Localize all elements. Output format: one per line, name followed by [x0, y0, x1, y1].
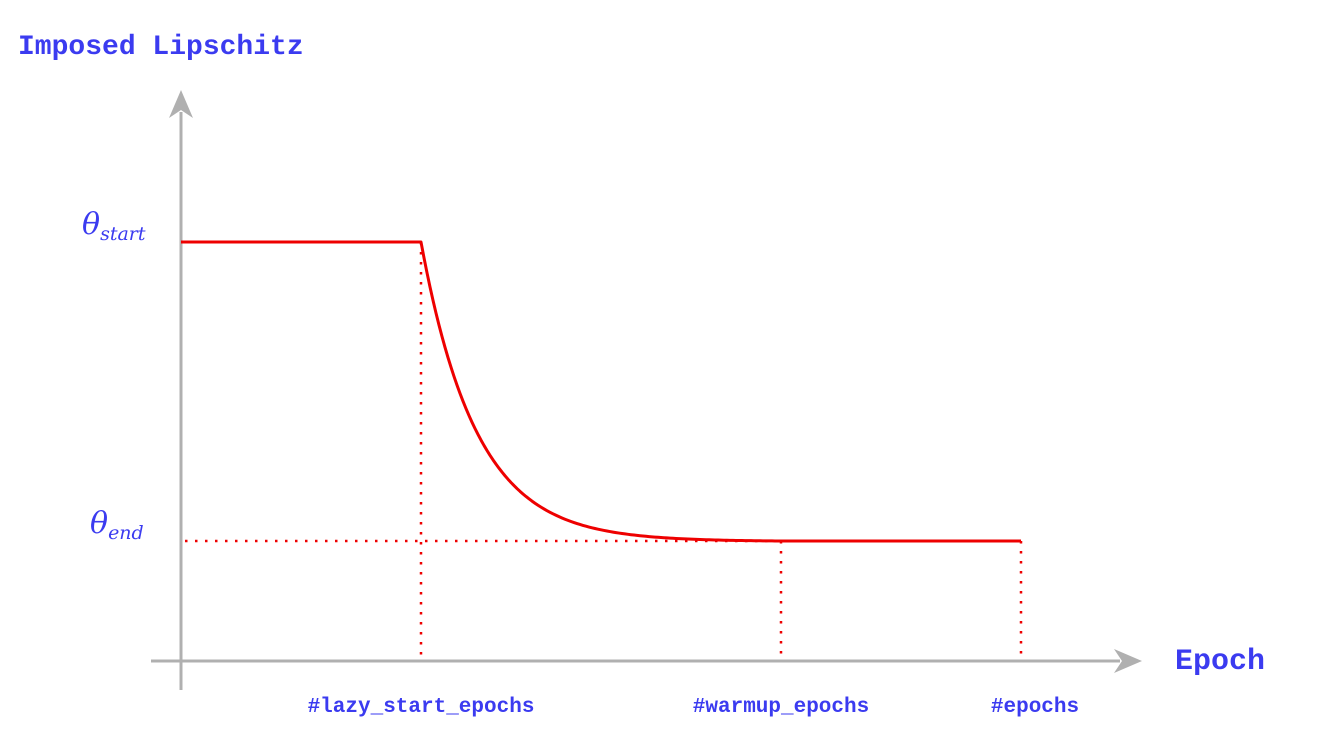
x-tick-epochs: #epochs	[991, 696, 1079, 719]
x-tick-lazy-start-epochs: #lazy_start_epochs	[308, 696, 535, 719]
x-tick-warmup-epochs: #warmup_epochs	[693, 696, 869, 719]
y-tick-end: θend	[90, 506, 144, 544]
y-tick-start-sub: start	[100, 223, 146, 245]
y-tick-start-base: θ	[82, 207, 100, 242]
y-axis-arrow-icon	[169, 90, 193, 118]
y-axis-label: Imposed Lipschitz	[18, 32, 304, 63]
y-tick-end-sub: end	[108, 522, 144, 544]
y-tick-end-base: θ	[90, 506, 108, 541]
schedule-curve	[181, 240, 1021, 543]
x-axis-label: Epoch	[1175, 645, 1265, 679]
y-tick-start: θstart	[82, 207, 146, 245]
guide-lines	[185, 242, 1023, 661]
x-axis-arrow-icon	[1114, 649, 1142, 673]
axes	[151, 90, 1142, 690]
